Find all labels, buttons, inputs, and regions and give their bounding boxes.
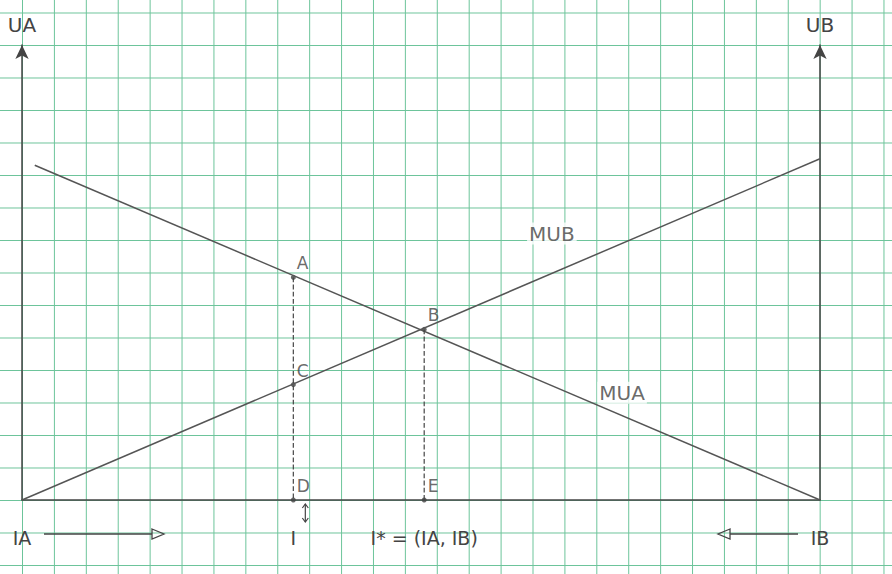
svg-text:UA: UA [8, 13, 37, 37]
svg-text:I* = (IA, IB): I* = (IA, IB) [371, 527, 478, 549]
svg-text:C: C [296, 360, 309, 381]
svg-text:MUA: MUA [599, 381, 645, 405]
svg-text:MUB: MUB [529, 222, 575, 246]
svg-text:I: I [291, 527, 297, 549]
svg-text:E: E [428, 476, 439, 496]
svg-text:B: B [427, 305, 440, 326]
svg-text:UB: UB [806, 13, 834, 37]
svg-text:IA: IA [13, 527, 32, 549]
svg-text:D: D [297, 476, 310, 496]
svg-text:IB: IB [811, 527, 830, 549]
svg-text:A: A [297, 253, 309, 273]
